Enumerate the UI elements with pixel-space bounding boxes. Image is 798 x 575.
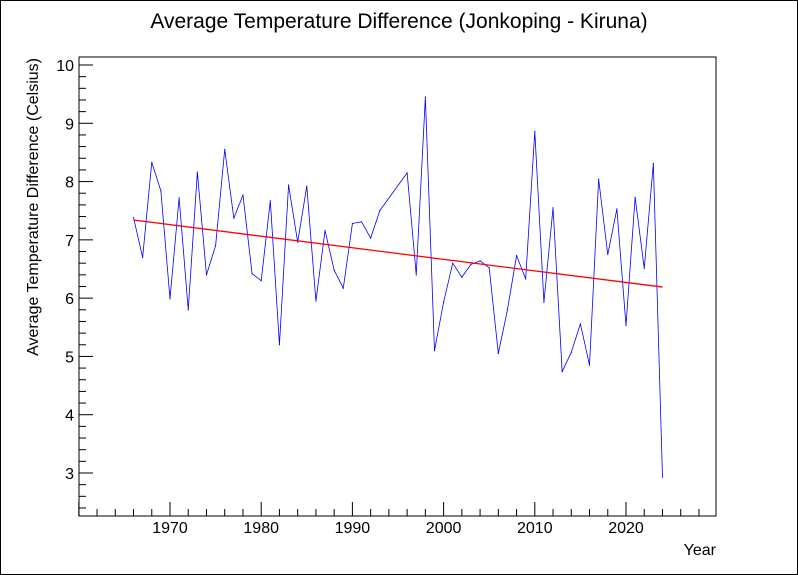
data-point xyxy=(525,278,527,280)
data-point xyxy=(406,172,408,174)
data-point xyxy=(205,274,208,276)
y-tick-label: 3 xyxy=(65,466,74,483)
data-point xyxy=(424,96,426,98)
x-axis-title: Year xyxy=(684,542,717,559)
data-point xyxy=(132,217,135,219)
data-point xyxy=(196,171,198,173)
data-point xyxy=(461,276,463,278)
x-axis-ticks: 1970 1980 1990 2000 2010 2020 xyxy=(78,502,700,537)
data-point xyxy=(415,274,417,276)
data-point xyxy=(452,262,454,264)
y-axis-ticks: 3 4 5 6 7 8 9 10 xyxy=(56,58,93,509)
data-point xyxy=(251,273,253,275)
series-layer xyxy=(132,96,664,478)
data-point xyxy=(360,221,363,223)
data-point xyxy=(506,309,509,311)
y-tick-label: 4 xyxy=(65,408,74,425)
data-point xyxy=(543,301,545,303)
data-point xyxy=(552,207,554,209)
data-point xyxy=(470,263,472,265)
y-tick-label: 5 xyxy=(65,349,74,366)
x-tick-label: 2020 xyxy=(608,520,644,537)
data-point xyxy=(233,217,235,219)
data-point xyxy=(324,229,326,232)
data-point xyxy=(342,287,344,289)
data-point xyxy=(297,241,299,243)
data-point xyxy=(379,210,381,212)
data-point xyxy=(433,350,436,352)
data-point xyxy=(598,178,600,180)
data-point xyxy=(224,148,226,151)
y-axis-title: Average Temperature Difference (Celsius) xyxy=(25,58,42,356)
data-point xyxy=(652,162,654,165)
data-point xyxy=(515,254,518,257)
y-tick-label: 10 xyxy=(56,58,74,75)
chart-title: Average Temperature Difference (Jonkopin… xyxy=(150,10,647,33)
data-point xyxy=(497,352,499,355)
y-tick-label: 9 xyxy=(65,116,74,133)
trend-line xyxy=(133,219,663,288)
data-point xyxy=(169,298,171,300)
x-tick-label: 2000 xyxy=(426,520,462,537)
x-tick-label: 1980 xyxy=(243,520,279,537)
data-point xyxy=(616,208,618,210)
data-point xyxy=(370,237,372,239)
data-point xyxy=(488,267,490,269)
data-point xyxy=(215,245,217,247)
data-point xyxy=(607,253,609,256)
data-point xyxy=(351,222,353,225)
data-point xyxy=(643,267,645,270)
data-point xyxy=(278,344,281,346)
data-point xyxy=(306,185,308,187)
data-point xyxy=(315,300,317,302)
y-tick-label: 7 xyxy=(65,233,74,250)
data-point xyxy=(588,364,591,366)
data-point xyxy=(534,130,536,133)
data-point xyxy=(242,194,244,196)
data-point xyxy=(151,161,153,163)
data-point xyxy=(579,323,582,325)
data-point xyxy=(570,351,572,353)
x-tick-label: 1970 xyxy=(152,520,188,537)
data-point xyxy=(661,476,664,478)
data-point xyxy=(443,301,445,303)
data-point xyxy=(178,197,180,199)
y-tick-label: 8 xyxy=(65,175,74,192)
data-point xyxy=(561,370,563,373)
data-point xyxy=(269,200,271,202)
x-tick-label: 2010 xyxy=(517,520,553,537)
data-point xyxy=(333,269,335,271)
data-point xyxy=(142,256,144,258)
data-point xyxy=(260,280,262,282)
data-point xyxy=(160,190,162,192)
data-point xyxy=(287,184,290,186)
y-tick-label: 6 xyxy=(65,291,74,308)
data-point xyxy=(634,196,636,198)
x-tick-label: 1990 xyxy=(335,520,371,537)
data-point xyxy=(625,324,627,327)
data-point xyxy=(187,309,189,311)
data-point xyxy=(479,260,481,262)
